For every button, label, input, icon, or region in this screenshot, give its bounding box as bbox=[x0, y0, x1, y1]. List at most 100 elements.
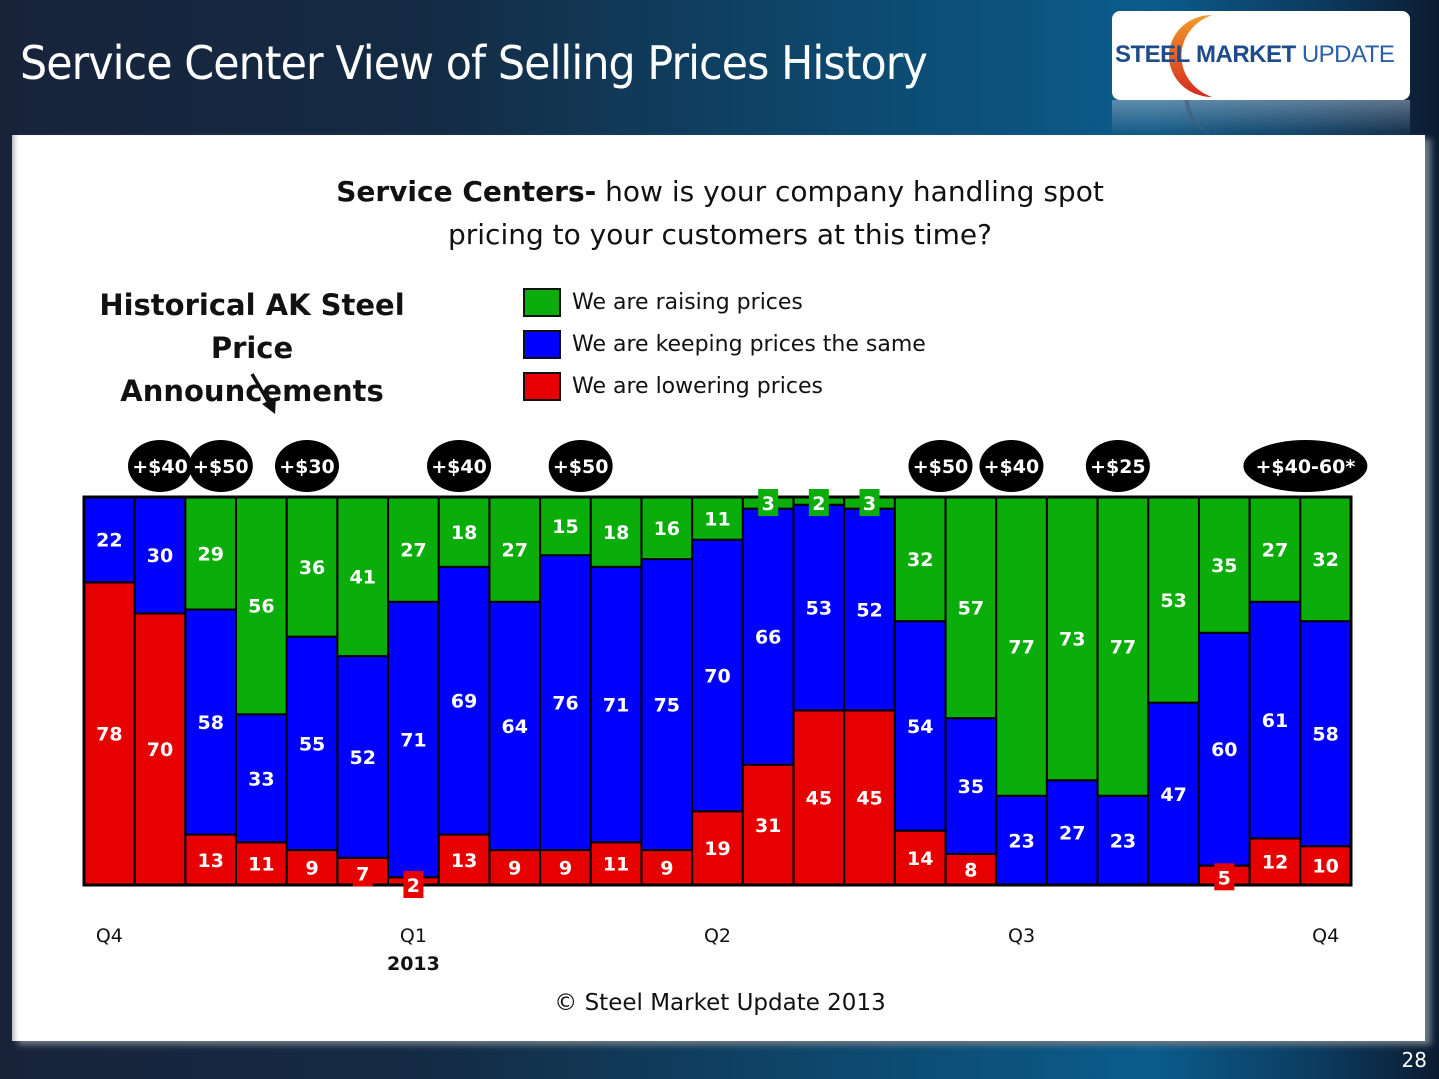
bar-segment-keeping bbox=[1248, 600, 1302, 840]
bar-segment-keeping bbox=[133, 496, 187, 615]
data-label: 27 bbox=[1262, 539, 1288, 561]
data-label: 10 bbox=[1312, 856, 1338, 878]
bar-segment-keeping bbox=[83, 496, 136, 584]
bar-segment-raising bbox=[944, 496, 998, 720]
x-tick-label: Q4 bbox=[1312, 925, 1339, 947]
data-label: 35 bbox=[1211, 555, 1237, 577]
data-label: 58 bbox=[197, 712, 223, 734]
data-label: 78 bbox=[96, 724, 122, 746]
data-label: 41 bbox=[350, 567, 376, 589]
bar-segment-keeping bbox=[792, 503, 846, 712]
data-label: 57 bbox=[958, 598, 984, 620]
bar-segment-lowering bbox=[184, 833, 238, 886]
data-label: 53 bbox=[806, 598, 832, 620]
bar-segment-keeping bbox=[285, 635, 339, 852]
logo-arc-icon bbox=[1168, 15, 1212, 97]
bar-segment-raising bbox=[235, 496, 288, 716]
steel-market-update-logo: STEEL MARKET UPDATE bbox=[1112, 11, 1410, 100]
price-announcement-bubble bbox=[1243, 440, 1368, 492]
data-label: 75 bbox=[654, 695, 680, 717]
data-label: 7 bbox=[356, 863, 369, 885]
data-label: 27 bbox=[400, 539, 426, 561]
bar-segment-raising bbox=[1299, 496, 1352, 623]
x-tick-label: Q3 bbox=[1008, 925, 1035, 947]
data-label-box bbox=[1214, 863, 1235, 891]
data-label: 52 bbox=[350, 747, 376, 769]
data-label: 11 bbox=[704, 508, 730, 530]
data-label: 27 bbox=[1059, 823, 1085, 845]
data-label: 60 bbox=[1211, 739, 1237, 761]
price-announcement-label: +$40 bbox=[431, 456, 487, 478]
legend-label: We are lowering prices bbox=[572, 373, 823, 399]
x-tick-label: Q2 bbox=[704, 925, 731, 947]
data-label: 30 bbox=[147, 545, 173, 567]
bar-segment-keeping bbox=[437, 565, 491, 836]
logo-text: STEEL MARKET UPDATE bbox=[1115, 41, 1395, 69]
price-announcement-bubble bbox=[188, 440, 253, 492]
data-label: 77 bbox=[1008, 636, 1034, 658]
data-label: 71 bbox=[400, 730, 426, 752]
arrow-down-right-icon bbox=[250, 373, 276, 414]
data-label: 61 bbox=[1262, 710, 1288, 732]
price-announcement-label: +$50 bbox=[193, 456, 249, 478]
data-label: 73 bbox=[1059, 629, 1085, 651]
data-label: 32 bbox=[1312, 549, 1338, 571]
bar-segment-keeping bbox=[184, 608, 238, 836]
price-announcement-label: +$50 bbox=[553, 456, 609, 478]
data-label: 29 bbox=[197, 543, 223, 565]
data-label: 8 bbox=[964, 859, 977, 881]
data-label: 5 bbox=[1218, 867, 1231, 889]
bar-segment-raising bbox=[1197, 496, 1251, 634]
data-label: 22 bbox=[96, 530, 122, 552]
data-label: 55 bbox=[299, 733, 325, 755]
price-announcement-label: +$40 bbox=[132, 456, 188, 478]
data-label-box bbox=[352, 859, 373, 887]
data-label: 3 bbox=[863, 493, 876, 515]
logo-reflection bbox=[1112, 100, 1410, 135]
data-label: 23 bbox=[1008, 830, 1034, 852]
logo-word-update: UPDATE bbox=[1301, 41, 1395, 68]
price-announcement-label: +$40-60* bbox=[1255, 456, 1355, 478]
chart-question: Service Centers- how is your company han… bbox=[300, 170, 1140, 256]
price-announcement-bubble bbox=[427, 440, 492, 492]
data-label: 31 bbox=[755, 815, 781, 837]
data-label: 9 bbox=[305, 858, 318, 880]
bar-segment-keeping bbox=[1197, 631, 1251, 867]
plot-frame bbox=[82, 495, 1353, 887]
data-label: 15 bbox=[552, 516, 578, 538]
legend-swatch-blue bbox=[523, 329, 561, 359]
data-label: 35 bbox=[958, 776, 984, 798]
bar-segment-keeping bbox=[1045, 779, 1099, 886]
slide-title: Service Center View of Selling Prices Hi… bbox=[20, 36, 928, 90]
legend-item-raising: We are raising prices bbox=[523, 281, 926, 323]
data-label: 2 bbox=[812, 493, 825, 515]
x-tick-label: Q4 bbox=[96, 925, 123, 947]
price-announcement-label: +$50 bbox=[913, 456, 969, 478]
legend-item-lowering: We are lowering prices bbox=[523, 365, 926, 407]
price-announcement-bubble bbox=[979, 440, 1044, 492]
data-label: 23 bbox=[1110, 830, 1136, 852]
data-label: 9 bbox=[559, 858, 572, 880]
legend-item-keeping: We are keeping prices the same bbox=[523, 323, 926, 365]
data-label: 14 bbox=[907, 848, 933, 870]
question-bold: Service Centers- bbox=[336, 175, 597, 208]
data-label: 19 bbox=[704, 838, 730, 860]
data-label: 69 bbox=[451, 691, 477, 713]
annotation-label: Historical AK Steel Price Announcements bbox=[82, 284, 422, 413]
bar-segment-keeping bbox=[741, 507, 795, 766]
bar-segment-raising bbox=[640, 496, 694, 561]
bar-segment-raising bbox=[1045, 496, 1099, 782]
data-label: 70 bbox=[147, 739, 173, 761]
bar-segment-keeping bbox=[336, 655, 390, 859]
data-label: 13 bbox=[451, 850, 477, 872]
price-announcement-bubble bbox=[548, 440, 613, 492]
price-announcement-bubble bbox=[908, 440, 973, 492]
legend-swatch-green bbox=[523, 287, 561, 317]
data-label-box bbox=[403, 871, 424, 898]
annotation-line1: Historical AK Steel bbox=[99, 288, 405, 322]
price-announcement-bubble bbox=[1085, 440, 1150, 492]
bar-segment-raising bbox=[387, 496, 440, 603]
data-label: 52 bbox=[856, 600, 882, 622]
legend-swatch-red bbox=[523, 371, 561, 401]
data-label: 12 bbox=[1262, 852, 1288, 874]
